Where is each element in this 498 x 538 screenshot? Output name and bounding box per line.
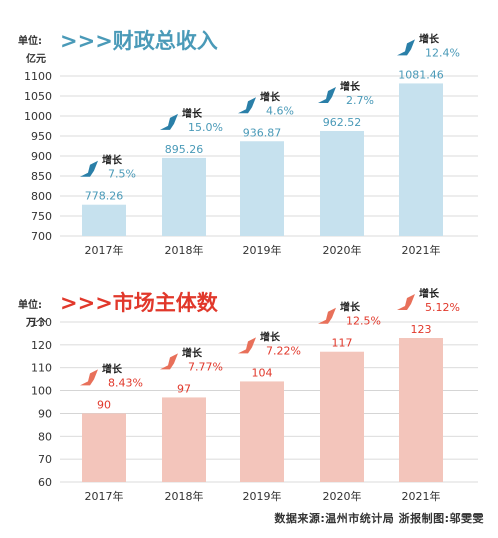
y-tick-label: 1050: [24, 90, 52, 103]
credit-line: 数据来源:温州市统计局 浙报制图:邬雯雯: [274, 512, 484, 525]
growth-arrow-icon: [160, 113, 178, 130]
chart-title: >>>市场主体数: [60, 291, 219, 315]
growth-label: 增长: [419, 32, 440, 45]
data-label: 962.52: [323, 116, 362, 129]
y-tick-label: 1000: [24, 110, 52, 123]
x-tick-label: 2018年: [165, 243, 204, 257]
data-label: 117: [332, 337, 353, 350]
growth-arrow-icon: [318, 307, 336, 324]
growth-value: 8.43%: [108, 376, 143, 389]
bar: [399, 338, 443, 482]
x-tick-label: 2019年: [243, 489, 282, 503]
x-tick-label: 2021年: [402, 489, 441, 503]
data-label: 97: [177, 382, 191, 395]
bar: [320, 351, 364, 482]
growth-value: 15.0%: [188, 121, 223, 134]
growth-arrow-icon: [80, 369, 98, 386]
growth-value: 7.22%: [266, 344, 301, 357]
y-tick-label: 90: [38, 407, 52, 420]
data-label: 1081.46: [398, 68, 444, 81]
data-label: 104: [252, 366, 273, 379]
growth-label: 增长: [260, 330, 281, 343]
x-tick-label: 2019年: [243, 243, 282, 257]
growth-arrow-icon: [397, 294, 415, 310]
growth-value: 12.5%: [346, 315, 381, 328]
growth-label: 增长: [182, 346, 203, 359]
y-tick-label: 900: [31, 150, 52, 163]
y-tick-label: 1100: [24, 70, 52, 83]
x-tick-label: 2020年: [323, 243, 362, 257]
growth-arrow-icon: [397, 39, 415, 56]
growth-arrow-icon: [160, 353, 178, 370]
growth-label: 增长: [102, 362, 123, 375]
growth-label: 增长: [340, 301, 361, 314]
bar: [240, 381, 284, 482]
y-tick-label: 750: [31, 210, 52, 223]
data-label: 895.26: [165, 143, 204, 156]
unit-value: 万个: [25, 316, 47, 329]
data-label: 936.87: [243, 126, 282, 139]
x-tick-label: 2018年: [165, 489, 204, 503]
bar: [240, 141, 284, 236]
bar: [162, 157, 206, 236]
growth-arrow-icon: [238, 97, 256, 114]
y-tick-label: 950: [31, 130, 52, 143]
growth-arrow-icon: [238, 337, 256, 354]
x-tick-label: 2017年: [85, 243, 124, 257]
growth-value: 5.12%: [425, 301, 460, 314]
y-tick-label: 110: [31, 362, 52, 375]
x-tick-label: 2021年: [402, 243, 441, 257]
growth-label: 增长: [340, 80, 361, 93]
growth-value: 2.7%: [346, 94, 374, 107]
growth-label: 增长: [182, 107, 203, 120]
bar: [320, 130, 364, 236]
y-tick-label: 60: [38, 476, 52, 489]
bar: [399, 83, 443, 236]
data-label: 123: [411, 323, 432, 336]
y-tick-label: 800: [31, 190, 52, 203]
data-label: 778.26: [85, 190, 124, 203]
growth-arrow-icon: [318, 86, 336, 103]
growth-label: 增长: [102, 154, 123, 167]
y-tick-label: 700: [31, 230, 52, 243]
chart-title: >>>财政总收入: [60, 29, 218, 53]
x-tick-label: 2017年: [85, 489, 124, 503]
y-tick-label: 130: [31, 316, 52, 329]
bar: [82, 204, 126, 236]
unit-label: 单位:: [18, 298, 42, 311]
growth-value: 7.5%: [108, 168, 136, 181]
y-tick-label: 80: [38, 430, 52, 443]
bar: [162, 397, 206, 482]
y-tick-label: 850: [31, 170, 52, 183]
y-tick-label: 100: [31, 385, 52, 398]
growth-label: 增长: [419, 287, 440, 300]
growth-value: 7.77%: [188, 360, 223, 373]
growth-arrow-icon: [80, 160, 98, 177]
growth-label: 增长: [260, 90, 281, 103]
bar: [82, 413, 126, 482]
unit-value: 亿元: [26, 52, 46, 65]
growth-value: 4.6%: [266, 104, 294, 117]
unit-label: 单位:: [18, 34, 42, 47]
data-label: 90: [97, 398, 111, 411]
y-tick-label: 120: [31, 339, 52, 352]
growth-value: 12.4%: [425, 46, 460, 59]
x-tick-label: 2020年: [323, 489, 362, 503]
y-tick-label: 70: [38, 453, 52, 466]
